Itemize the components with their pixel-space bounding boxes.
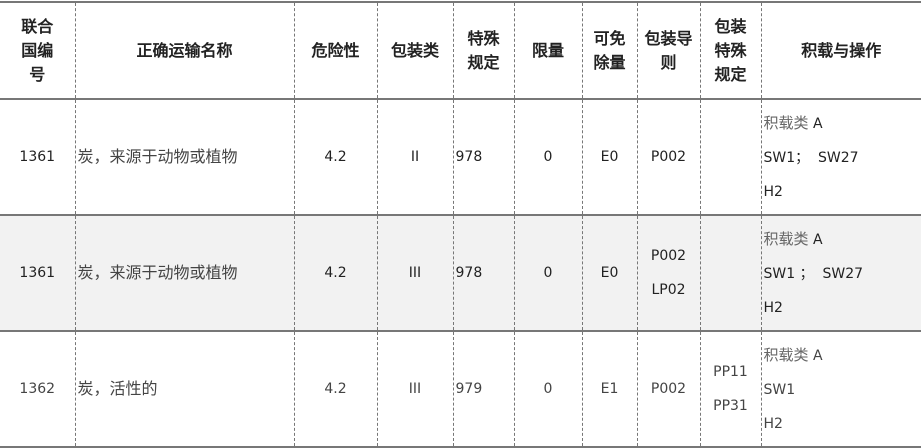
header-shipping-name: 正确运输名称 [74,1,295,100]
table-row: 1361 炭，来源于动物或植物 4.2 II 978 0 E0 P002 积载类… [0,99,921,216]
header-packing-special: 包装特殊规定 [699,1,762,100]
header-row: 联合国编号 正确运输名称 危险性 包装类 特殊规定 限量 可免除量 包装导则 包… [0,1,921,100]
hazard-class: 4.2 [293,99,378,216]
hazard-class: 4.2 [293,215,378,332]
table-row: 1361 炭，来源于动物或植物 4.2 III 978 0 E0 P002 LP0… [0,215,921,332]
excepted-quantity: E0 [581,99,638,216]
table-row: 1362 炭，活性的 4.2 III 979 0 E1 P002 PP11 PP3… [0,331,921,448]
header-hazard: 危险性 [293,1,378,100]
packing-group: III [376,331,454,448]
excepted-quantity: E1 [581,331,638,448]
special-provision: 978 [452,215,515,332]
segregation: SW1 [763,381,796,398]
special-provision: 979 [452,331,515,448]
packing-special-provisions [699,215,762,332]
packing-special-provision: PP11 [713,364,748,380]
un-number: 1361 [0,215,76,332]
header-limited-quantity: 限量 [513,1,583,100]
stowage-category: A [812,115,823,132]
stowage: 积载类 A SW1 H2 [760,331,921,448]
shipping-name: 炭，来源于动物或植物 [74,99,295,216]
handling: H2 [763,415,783,432]
packing-special-provisions: PP11 PP31 [699,331,762,448]
header-packing-instruction: 包装导则 [636,1,701,100]
stowage: 积载类 A SW1； SW27 H2 [760,99,921,216]
packing-group: II [376,99,454,216]
packing-instruction: P002 [650,248,687,264]
stowage-category-label: 积载类 [763,229,809,248]
un-number: 1362 [0,331,76,448]
handling: H2 [763,299,783,316]
header-un-number: 联合国编号 [0,1,76,100]
packing-special-provisions [699,99,762,216]
hazard-class: 4.2 [293,331,378,448]
handling: H2 [763,183,783,200]
packing-special-provision: PP31 [713,398,748,414]
header-packing-group: 包装类 [376,1,454,100]
excepted-quantity: E0 [581,215,638,332]
header-special-provisions: 特殊规定 [452,1,515,100]
special-provision: 978 [452,99,515,216]
stowage-category-label: 积载类 [763,113,809,132]
stowage-category-label: 积载类 [763,345,809,364]
stowage: 积载类 A SW1 ； SW27 H2 [760,215,921,332]
packing-instructions: P002 LP02 [636,215,701,332]
limited-quantity: 0 [513,99,583,216]
packing-instruction: P002 [650,381,687,397]
stowage-category: A [812,347,823,364]
header-excepted-quantity: 可免除量 [581,1,638,100]
packing-instruction: LP02 [651,282,686,298]
packing-instructions: P002 [636,99,701,216]
header-stowage: 积载与操作 [760,1,921,100]
segregation: SW1 ； SW27 [763,265,864,282]
shipping-name: 炭，活性的 [74,331,295,448]
packing-group: III [376,215,454,332]
packing-instructions: P002 [636,331,701,448]
limited-quantity: 0 [513,215,583,332]
un-number: 1361 [0,99,76,216]
shipping-name: 炭，来源于动物或植物 [74,215,295,332]
limited-quantity: 0 [513,331,583,448]
stowage-category: A [812,231,823,248]
packing-instruction: P002 [650,149,687,165]
segregation: SW1； SW27 [763,149,859,166]
